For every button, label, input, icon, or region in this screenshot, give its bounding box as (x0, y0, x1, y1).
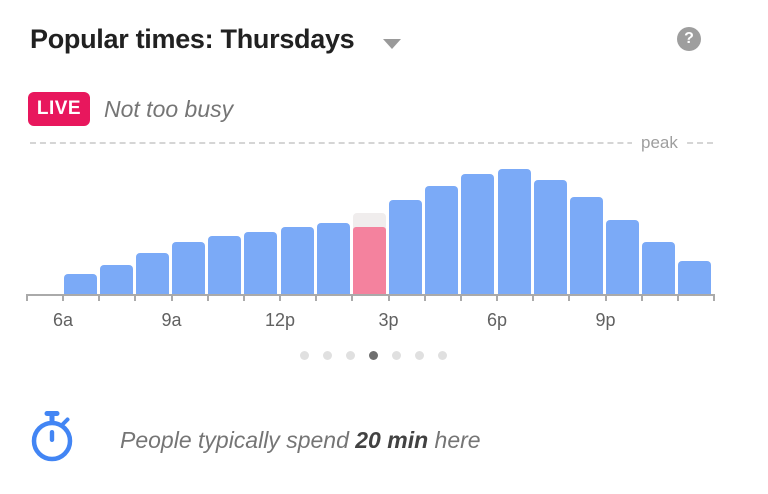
bar-11p[interactable] (678, 260, 712, 294)
live-badge: LIVE (28, 92, 90, 126)
x-label-6a: 6a (52, 310, 74, 330)
axis-tick (459, 294, 462, 301)
x-label-12p: 12p (264, 310, 296, 330)
bar-10p[interactable] (642, 242, 676, 294)
bar-6a[interactable] (63, 274, 97, 294)
dwell-time-duration: 20 min (355, 427, 429, 453)
axis-tick (387, 294, 390, 301)
x-label-9p: 9p (595, 310, 616, 330)
pagination-dot[interactable] (438, 351, 447, 360)
axis-tick (676, 294, 679, 301)
axis-tick (206, 294, 209, 301)
peak-line (30, 142, 713, 144)
axis-tick (170, 294, 173, 301)
page-title: Popular times: Thursdays (30, 24, 355, 54)
pagination-dot[interactable] (323, 351, 332, 360)
chevron-down-icon[interactable] (383, 39, 401, 49)
live-status-text: Not too busy (104, 96, 234, 122)
x-label-3p: 3p (378, 310, 399, 330)
dwell-time-prefix: People typically spend (120, 427, 356, 453)
bar-12p[interactable] (280, 227, 314, 294)
axis-tick (134, 294, 137, 301)
bar-9p[interactable] (606, 219, 640, 294)
bar-7a[interactable] (99, 265, 133, 294)
dwell-time-suffix: here (428, 427, 481, 453)
pagination-dot[interactable] (392, 351, 401, 360)
day-pagination (300, 351, 447, 360)
axis-tick (640, 294, 643, 301)
axis-tick (25, 294, 28, 301)
pagination-dot[interactable] (346, 351, 355, 360)
axis-tick (62, 294, 64, 301)
bar-8p[interactable] (569, 196, 603, 294)
bar-4p[interactable] (425, 186, 459, 294)
x-label-6p: 6p (487, 310, 508, 330)
dwell-time-text: People typically spend 20 min here (120, 427, 481, 454)
stopwatch-icon (30, 410, 74, 469)
popular-times-chart: 6a 9a 12p 3p 6p 9p (25, 169, 716, 330)
x-axis (25, 294, 714, 296)
axis-tick (568, 294, 571, 301)
axis-tick (604, 294, 607, 301)
pagination-dot[interactable] (300, 351, 309, 360)
bar-11a[interactable] (244, 231, 278, 294)
axis-tick (713, 294, 716, 301)
axis-tick (532, 294, 535, 301)
bar-10a[interactable] (208, 236, 242, 294)
axis-tick (423, 294, 426, 301)
axis-tick (496, 294, 499, 301)
help-icon[interactable]: ? (677, 27, 701, 51)
bar-9a[interactable] (172, 242, 206, 294)
axis-tick (315, 294, 318, 301)
x-label-9a: 9a (161, 310, 182, 330)
bar-live-2p[interactable] (352, 227, 386, 294)
peak-label: peak (632, 132, 687, 153)
axis-tick (351, 294, 354, 301)
bar-5p[interactable] (461, 173, 495, 294)
bar-3p[interactable] (389, 199, 423, 294)
bar-1p[interactable] (316, 222, 350, 294)
pagination-dot[interactable] (415, 351, 424, 360)
axis-tick (279, 294, 282, 301)
pagination-dot-active[interactable] (369, 351, 378, 360)
bar-7p[interactable] (533, 180, 567, 294)
bar-6p[interactable] (497, 169, 531, 294)
axis-tick (98, 294, 101, 301)
axis-tick (242, 294, 245, 301)
bar-8a[interactable] (135, 252, 169, 294)
